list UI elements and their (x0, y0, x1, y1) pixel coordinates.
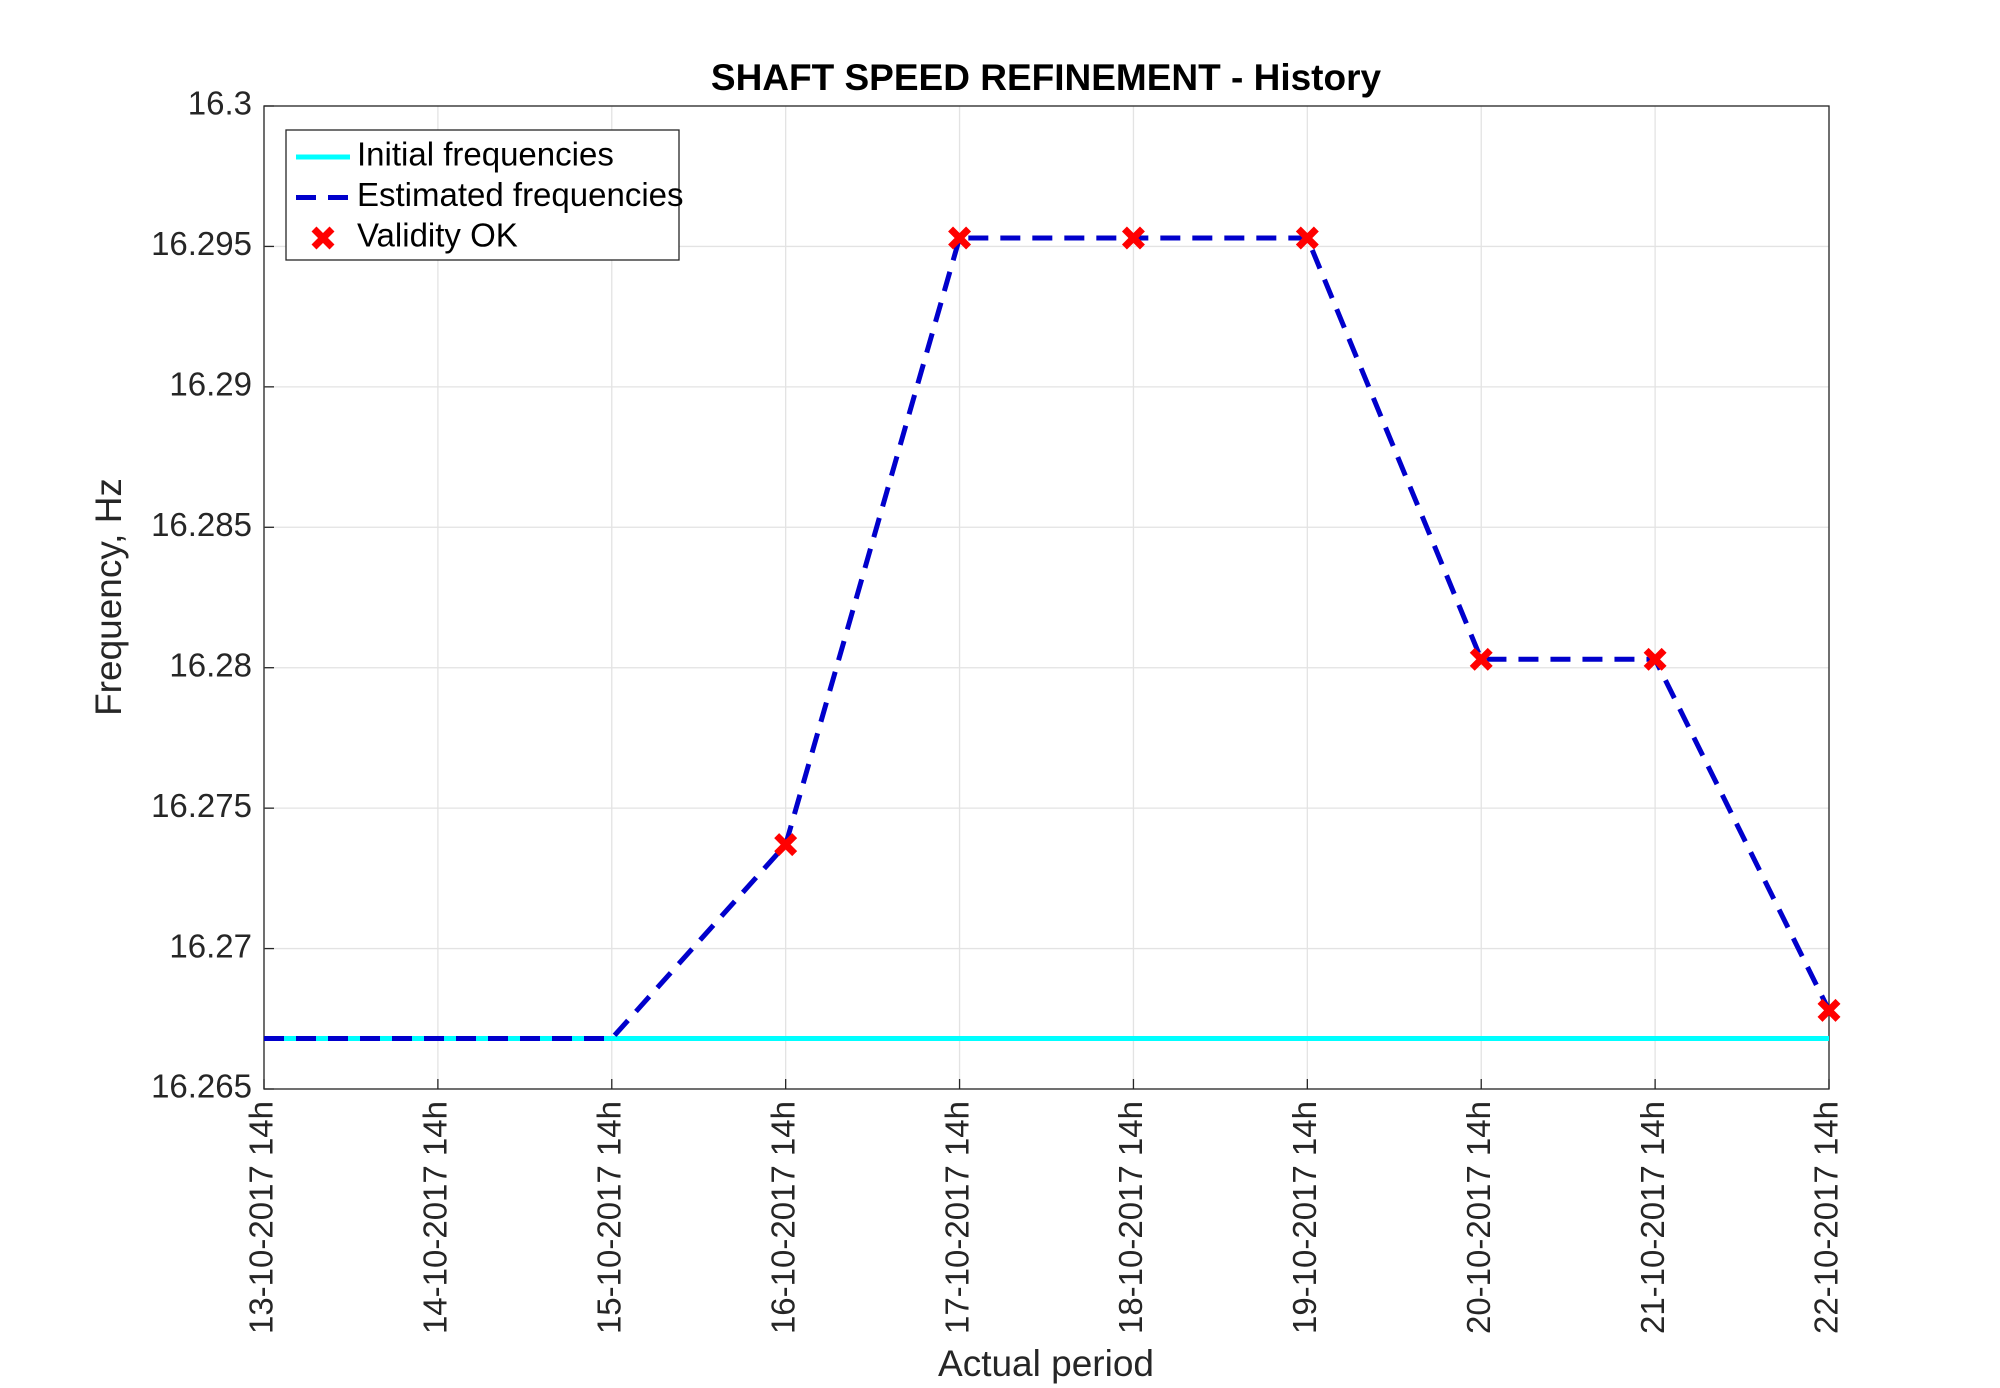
plot-area (264, 106, 1829, 1089)
y-tick-label: 16.29 (169, 366, 252, 403)
y-tick-label: 16.285 (151, 506, 252, 543)
y-axis-label: Frequency, Hz (88, 478, 129, 716)
marker (1469, 647, 1493, 671)
marker (1295, 226, 1319, 250)
marker (948, 226, 972, 250)
marker (774, 833, 798, 857)
legend-label: Validity OK (357, 217, 518, 254)
y-tick-label: 16.275 (151, 787, 252, 824)
marker (1817, 998, 1841, 1022)
legend-box (285, 129, 680, 261)
x-tick-label: 22-10-2017 14h (1808, 1101, 1845, 1334)
y-tick-label: 16.28 (169, 646, 252, 683)
marker (1643, 647, 1667, 671)
x-tick-label: 16-10-2017 14h (764, 1101, 801, 1334)
plot-frame (263, 105, 1830, 1090)
x-tick-label: 17-10-2017 14h (938, 1101, 975, 1334)
legend-label: Initial frequencies (357, 136, 614, 173)
x-tick-label: 14-10-2017 14h (417, 1101, 454, 1334)
legend-label: Estimated frequencies (357, 176, 684, 213)
y-tick-label: 16.27 (169, 927, 252, 964)
x-tick-label: 20-10-2017 14h (1460, 1101, 1497, 1334)
marker (311, 226, 335, 250)
y-tick-label: 16.3 (188, 85, 252, 122)
y-tick-label: 16.265 (151, 1068, 252, 1105)
y-tick-label: 16.295 (151, 225, 252, 262)
x-tick-label: 19-10-2017 14h (1286, 1101, 1323, 1334)
x-tick-label: 18-10-2017 14h (1112, 1101, 1149, 1334)
chart-title: SHAFT SPEED REFINEMENT - History (711, 57, 1382, 98)
x-tick-label: 13-10-2017 14h (243, 1101, 280, 1334)
series-line (264, 235, 1832, 1041)
x-tick-label: 15-10-2017 14h (590, 1101, 627, 1334)
marker (1121, 226, 1145, 250)
x-axis-label: Actual period (938, 1343, 1154, 1384)
x-tick-label: 21-10-2017 14h (1634, 1101, 1671, 1334)
